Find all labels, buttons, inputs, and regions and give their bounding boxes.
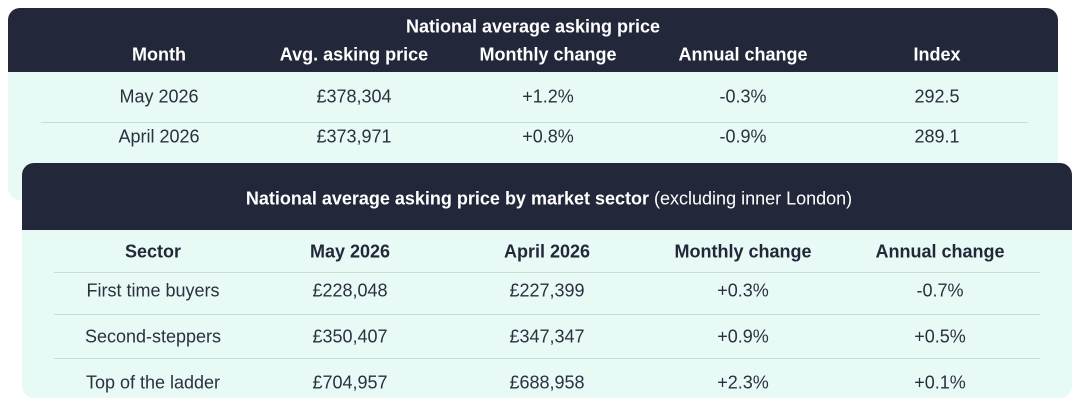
column-header: Annual change [678,44,808,65]
table-cell: +0.1% [914,372,966,393]
table-header [22,163,1072,230]
row-separator [54,272,1040,273]
table-title: National average asking price by market … [246,189,852,210]
table-cell: £378,304 [316,86,392,107]
table-cell: +2.3% [717,372,769,393]
table-cell: Second-steppers [84,326,222,347]
column-header: Monthly change [479,44,617,65]
column-header: April 2026 [503,241,591,262]
table-cell: 292.5 [914,86,960,107]
table-cell: First time buyers [86,280,220,301]
column-header: Sector [124,241,182,262]
table-cell: £373,971 [316,126,392,147]
table-header [8,8,1058,72]
table-cell: £228,048 [312,280,388,301]
table-cell: -0.9% [719,126,767,147]
title-main: National average asking price by market … [245,188,650,209]
table-title: National average asking price [405,16,661,37]
table-cell: £350,407 [312,326,388,347]
column-header: Monthly change [674,241,812,262]
title-note: (excluding inner London) [654,188,853,209]
column-header: Index [913,44,961,65]
table-cell: +1.2% [522,86,574,107]
table-cell: +0.8% [522,126,574,147]
table-cell: May 2026 [119,86,199,107]
table-cell: £688,958 [509,372,585,393]
column-header: Month [132,44,186,65]
table-cell: -0.7% [916,280,964,301]
table-cell: +0.5% [914,326,966,347]
table-cell: +0.9% [717,326,769,347]
table-cell: April 2026 [118,126,200,147]
row-separator [54,314,1040,315]
table-cell: £704,957 [312,372,388,393]
table-cell: Top of the ladder [85,372,221,393]
column-header: Annual change [875,241,1005,262]
table-card: National average asking price by market … [22,163,1072,398]
table-cell: 289.1 [914,126,960,147]
table-cell: £347,347 [509,326,585,347]
row-separator [54,358,1040,359]
column-header: May 2026 [309,241,391,262]
table-cell: -0.3% [719,86,767,107]
table-cell: +0.3% [717,280,769,301]
row-separator [41,122,1028,123]
table-cell: £227,399 [509,280,585,301]
column-header: Avg. asking price [279,44,429,65]
